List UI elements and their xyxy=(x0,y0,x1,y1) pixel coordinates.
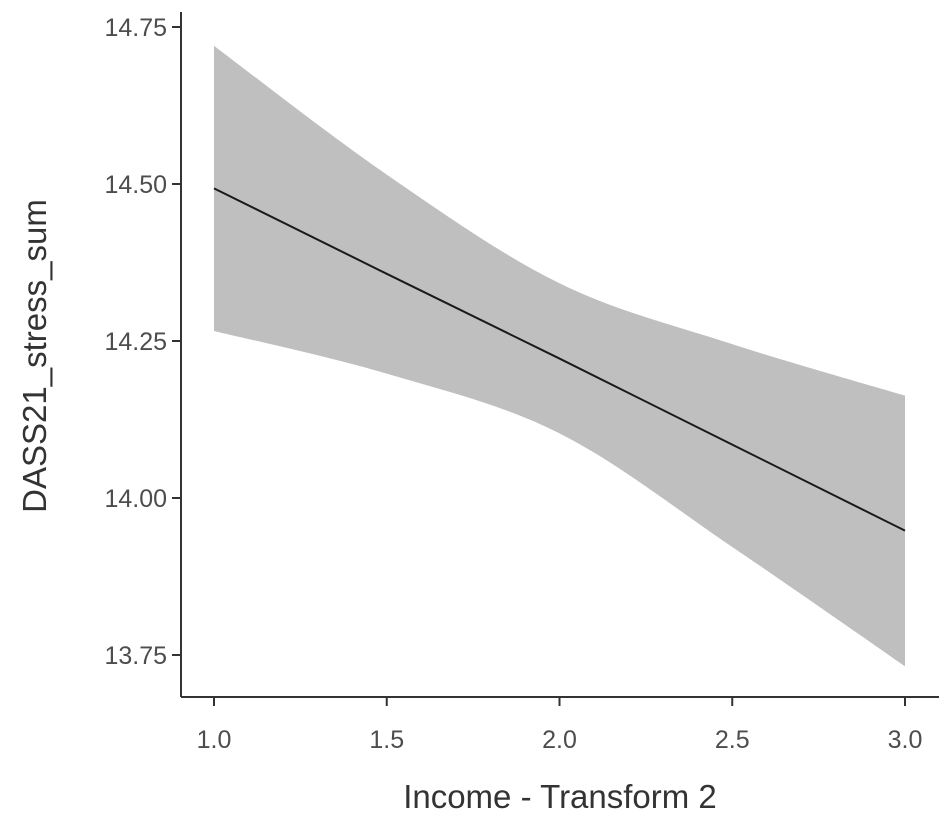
y-tick-label: 14.00 xyxy=(104,485,167,513)
confidence-band xyxy=(214,45,905,667)
y-tick-label: 14.75 xyxy=(104,14,167,42)
x-tick-label: 2.0 xyxy=(542,726,577,754)
y-tick-label: 13.75 xyxy=(104,642,167,670)
x-tick-label: 1.0 xyxy=(197,726,232,754)
x-tick-label: 3.0 xyxy=(888,726,923,754)
regression-line-layer xyxy=(213,187,906,532)
y-tick-label: 14.50 xyxy=(104,171,167,199)
x-tick-label: 1.5 xyxy=(369,726,404,754)
confidence-band-layer xyxy=(214,45,905,667)
y-axis-title: DASS21_stress_sum xyxy=(16,199,53,513)
regression-line xyxy=(213,187,906,532)
y-ticks: 13.75 14.00 14.25 14.50 14.75 xyxy=(104,14,181,670)
x-tick-label: 2.5 xyxy=(715,726,750,754)
y-tick-label: 14.25 xyxy=(104,328,167,356)
x-ticks: 1.0 1.5 2.0 2.5 3.0 xyxy=(197,697,923,754)
x-axis-title: Income - Transform 2 xyxy=(403,778,717,813)
